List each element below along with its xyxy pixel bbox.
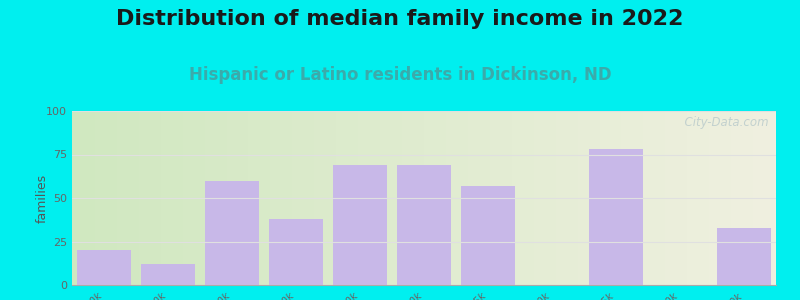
- Bar: [589, 149, 643, 285]
- Bar: [397, 165, 451, 285]
- Text: Distribution of median family income in 2022: Distribution of median family income in …: [116, 9, 684, 29]
- Bar: [141, 264, 195, 285]
- Y-axis label: families: families: [35, 173, 49, 223]
- Bar: [77, 250, 131, 285]
- Text: Hispanic or Latino residents in Dickinson, ND: Hispanic or Latino residents in Dickinso…: [189, 66, 611, 84]
- Bar: [333, 165, 387, 285]
- Bar: [269, 219, 323, 285]
- Bar: [461, 186, 515, 285]
- Bar: [205, 181, 259, 285]
- Bar: [717, 228, 771, 285]
- Text: City-Data.com: City-Data.com: [678, 116, 769, 129]
